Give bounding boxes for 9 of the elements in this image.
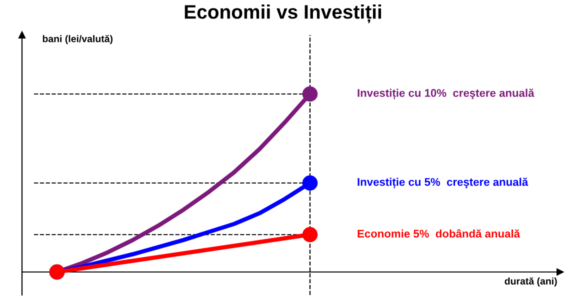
text: Investiție cu 5% creştere anuală: [358, 178, 528, 188]
text: bani (lei/valută): [42, 35, 113, 44]
chart-title: Economii vs Investiții: [184, 4, 382, 24]
point: [302, 175, 318, 191]
point: [302, 86, 318, 102]
text: Investiție cu 10% creştere anuală: [358, 88, 534, 100]
point: [302, 226, 318, 242]
text: Economie 5% dobândă anuală: [358, 229, 520, 238]
text: durată (ani): [504, 277, 557, 287]
